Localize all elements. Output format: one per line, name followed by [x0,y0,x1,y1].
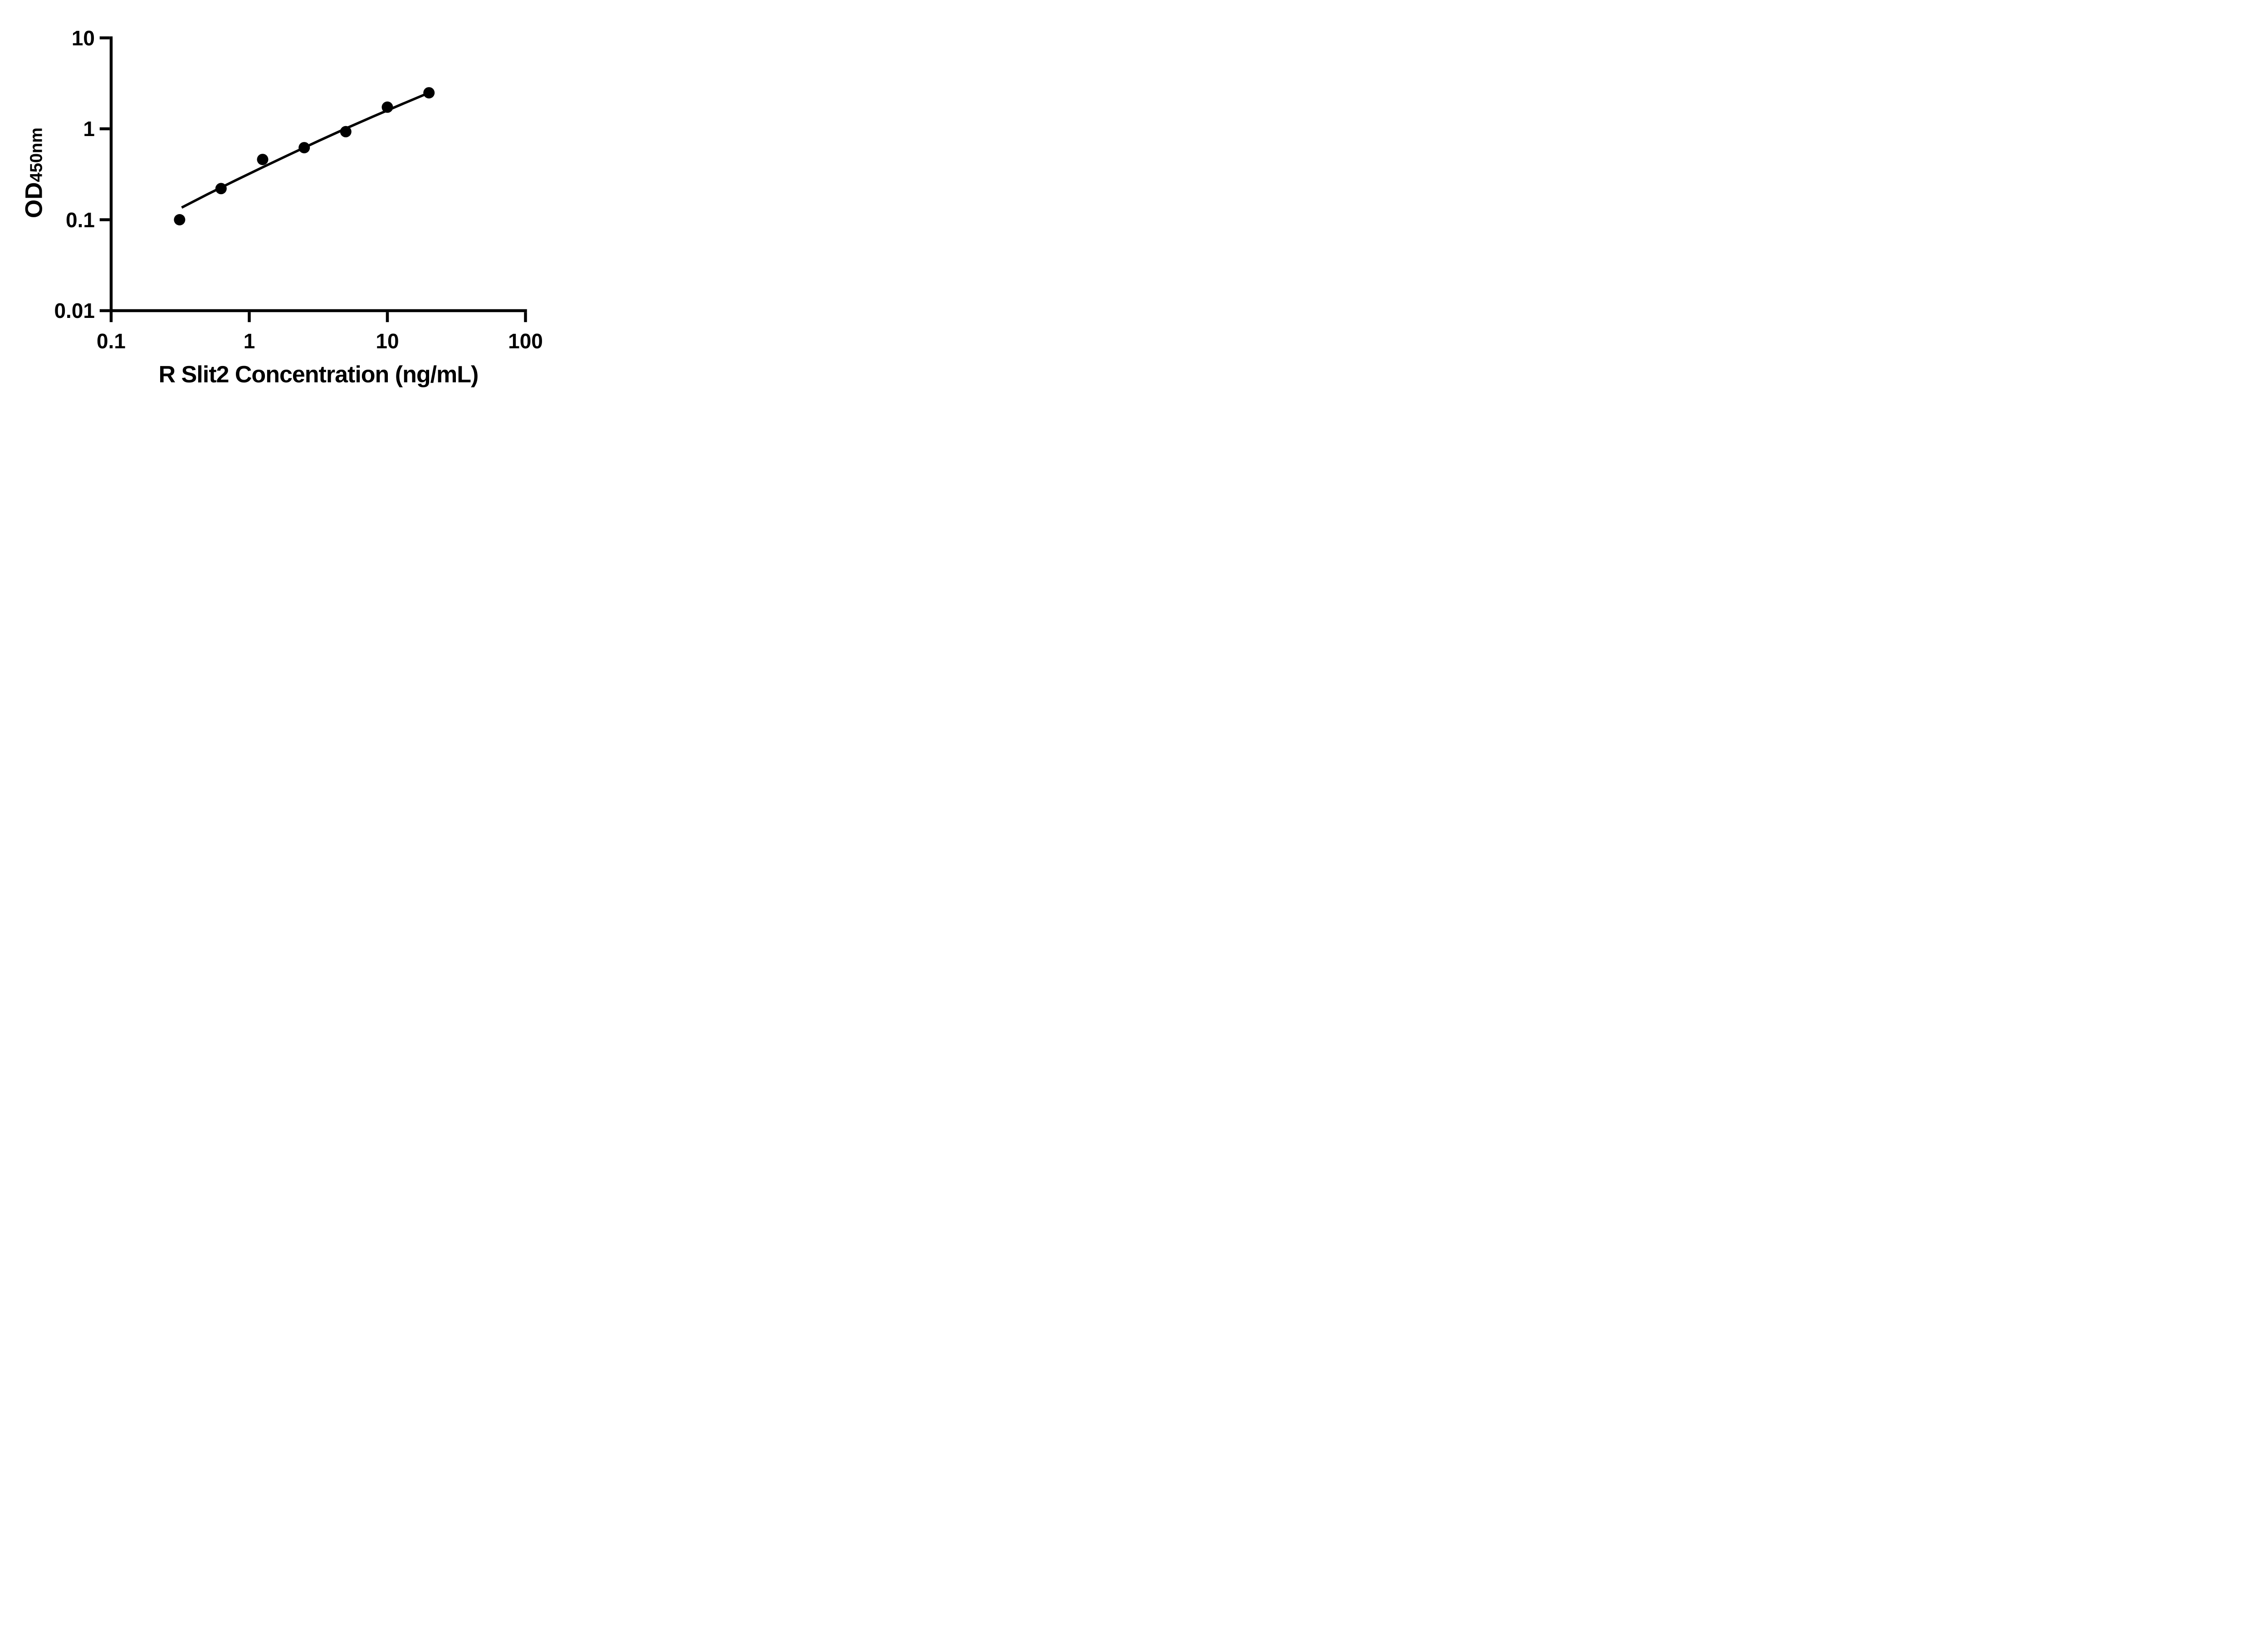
data-point [298,142,310,154]
y-tick-mark [99,218,110,221]
y-tick-mark [99,36,110,39]
y-axis-title-subscript: 450nm [27,127,46,182]
axes [109,36,527,312]
data-point [174,214,186,225]
data-point [423,87,435,99]
x-axis-line [109,309,527,312]
y-axis-title-main: OD [20,182,48,218]
y-tick-label: 10 [71,26,95,50]
data-point [340,126,352,137]
x-tick-mark [386,312,389,322]
x-tick-mark [524,312,527,322]
x-tick-mark [248,312,251,322]
plot-canvas [99,36,527,322]
data-point [215,183,227,195]
x-tick-label: 1 [243,329,255,353]
x-tick-label: 10 [376,329,399,353]
y-tick-label: 1 [83,117,95,141]
data-point [381,101,393,113]
y-axis-title: OD450nm [20,127,48,218]
y-tick-label: 0.01 [54,299,95,322]
elisa-standard-curve-figure: 0.01 0.1 1 10 0.1 1 10 100 OD450nm R Slit2 Con… [0,0,583,412]
x-tick-label: 0.1 [97,329,126,353]
x-tick-mark [109,312,113,322]
x-tick-label: 100 [508,329,543,353]
data-points [174,87,435,225]
x-axis-title: R Slit2 Concentration (ng/mL) [158,361,479,388]
axis-ticks [99,36,527,322]
y-axis-line [109,36,113,312]
y-tick-mark [99,127,110,131]
y-tick-mark [99,309,110,312]
data-point [257,154,269,166]
y-tick-label: 0.1 [66,208,95,232]
